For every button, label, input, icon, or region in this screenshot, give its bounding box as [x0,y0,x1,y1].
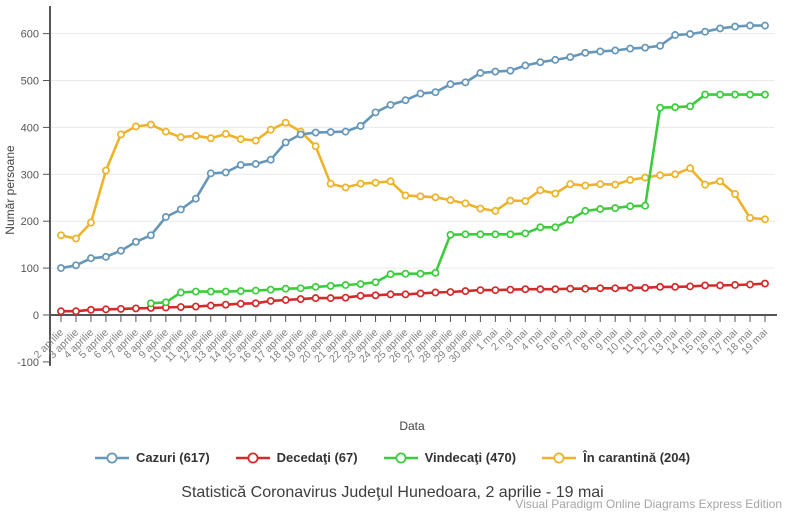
legend-label-cazuri: Cazuri (617) [135,450,210,465]
chart-title: Statistică Coronavirus Judeţul Hunedoara… [181,484,604,501]
svg-text:Număr persoane: Număr persoane [3,145,17,235]
legend-label-vindecati: Vindecaţi (470) [424,450,517,465]
legend-item-cazuri[interactable]: Cazuri (617) [94,450,210,465]
svg-text:300: 300 [21,169,39,181]
svg-text:400: 400 [21,122,39,134]
svg-text:-100: -100 [17,357,39,369]
legend-label-decedati: Decedaţi (67) [276,450,358,465]
legend-marker-decedati [235,452,270,463]
svg-text:200: 200 [21,216,39,228]
legend-item-in-carantina[interactable]: În carantină (204) [542,450,690,465]
legend-marker-vindecati [383,452,418,463]
svg-text:100: 100 [21,263,39,275]
legend: Cazuri (617) Decedaţi (67) Vindecaţi (470)… [0,450,785,465]
svg-text:0: 0 [33,310,39,322]
legend-marker-in-carantina [542,452,577,463]
watermark: Visual Paradigm Online Diagrams Express … [515,497,782,511]
legend-marker-cazuri [94,452,129,463]
legend-label-in-carantina: În carantină (204) [583,450,691,465]
svg-text:500: 500 [21,76,39,88]
svg-text:Data: Data [399,419,425,433]
legend-item-vindecati[interactable]: Vindecaţi (470) [383,450,517,465]
legend-item-decedati[interactable]: Decedaţi (67) [235,450,358,465]
svg-text:600: 600 [21,29,39,41]
